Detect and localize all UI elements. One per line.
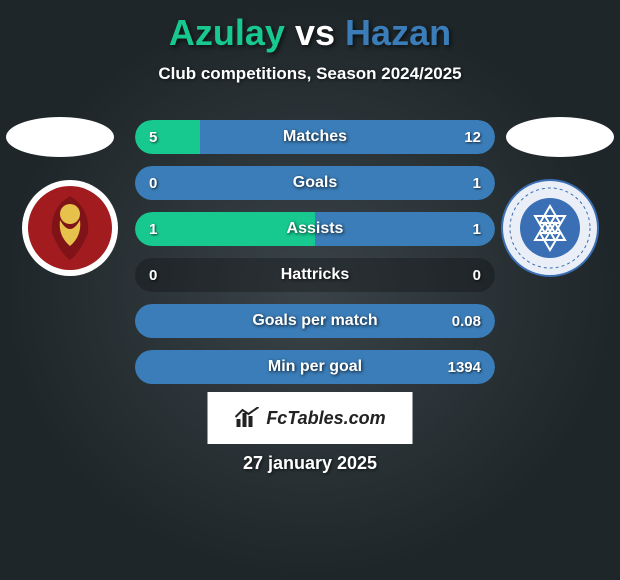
date-text: 27 january 2025 — [0, 453, 620, 474]
player2-club-crest — [500, 178, 600, 278]
player1-name: Azulay — [169, 12, 285, 53]
player1-avatar — [6, 117, 114, 157]
stat-label: Matches — [135, 128, 495, 146]
stat-label: Assists — [135, 220, 495, 238]
player2-avatar — [506, 117, 614, 157]
stat-label: Hattricks — [135, 266, 495, 284]
player2-name: Hazan — [345, 12, 451, 53]
player1-club-crest — [20, 178, 120, 278]
chart-icon — [234, 407, 260, 429]
stat-row: 1394Min per goal — [135, 350, 495, 384]
subtitle: Club competitions, Season 2024/2025 — [0, 64, 620, 84]
stat-row: 11Assists — [135, 212, 495, 246]
stat-row: 0.08Goals per match — [135, 304, 495, 338]
page-title: Azulay vs Hazan — [0, 0, 620, 54]
stat-row: 00Hattricks — [135, 258, 495, 292]
branding-badge: FcTables.com — [208, 392, 413, 444]
stat-label: Goals per match — [135, 312, 495, 330]
stat-row: 01Goals — [135, 166, 495, 200]
branding-text: FcTables.com — [266, 408, 385, 429]
stats-container: 512Matches 01Goals 11Assists 00Hattricks 0.0… — [135, 120, 495, 396]
stat-label: Goals — [135, 174, 495, 192]
vs-text: vs — [295, 12, 335, 53]
stat-row: 512Matches — [135, 120, 495, 154]
stat-label: Min per goal — [135, 358, 495, 376]
